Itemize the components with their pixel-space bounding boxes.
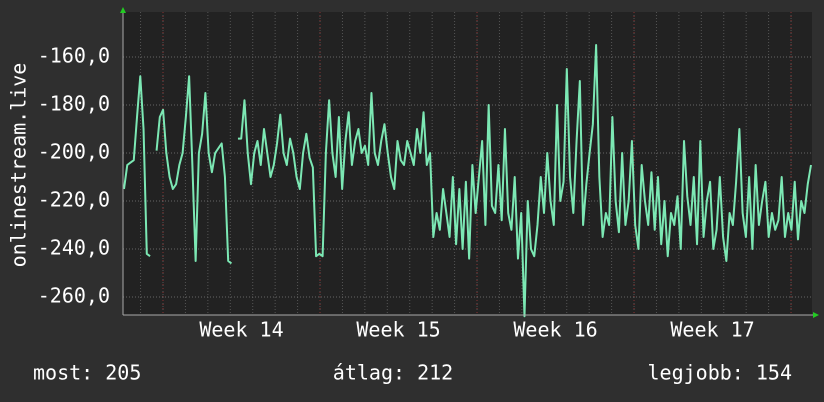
y-arrow bbox=[120, 7, 126, 13]
data-line bbox=[123, 44, 812, 318]
x-tick-label: Week 17 bbox=[670, 318, 754, 342]
y-tick-label: -180,0 bbox=[38, 92, 110, 116]
y-tick-label: -260,0 bbox=[38, 284, 110, 308]
x-tick-label: Week 14 bbox=[199, 318, 283, 342]
x-tick-label: Week 15 bbox=[356, 318, 440, 342]
x-tick-label: Week 16 bbox=[513, 318, 597, 342]
footer-average: átlag: 212 bbox=[333, 361, 453, 385]
y-tick-label: -220,0 bbox=[38, 188, 110, 212]
y-tick-label: -240,0 bbox=[38, 236, 110, 260]
footer-current: most: 205 bbox=[33, 361, 141, 385]
y-tick-label: -160,0 bbox=[38, 44, 110, 68]
footer-best: legjobb: 154 bbox=[648, 361, 793, 385]
y-tick-label: -200,0 bbox=[38, 140, 110, 164]
x-arrow bbox=[813, 312, 819, 318]
grid bbox=[123, 12, 812, 315]
marks bbox=[123, 44, 812, 318]
y-axis-label: onlinestream.live bbox=[7, 63, 31, 268]
plot-area bbox=[123, 12, 812, 315]
